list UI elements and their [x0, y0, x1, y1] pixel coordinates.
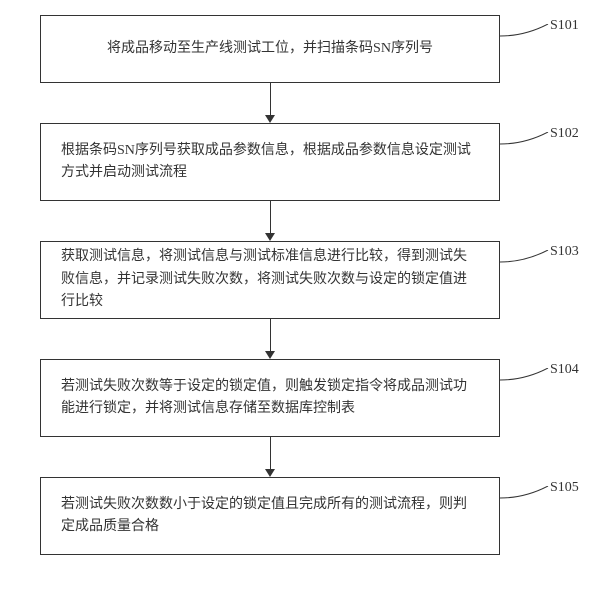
flow-node-s104: 若测试失败次数等于设定的锁定值，则触发锁定指令将成品测试功能进行锁定，并将测试信…: [40, 359, 500, 437]
label-connector: [500, 486, 550, 506]
node-text: 若测试失败次数数小于设定的锁定值且完成所有的测试流程，则判定成品质量合格: [61, 494, 479, 539]
connector-line: [270, 201, 271, 233]
step-label-s103: S103: [550, 244, 579, 260]
connector-line: [270, 437, 271, 469]
flow-node-s105: 若测试失败次数数小于设定的锁定值且完成所有的测试流程，则判定成品质量合格: [40, 477, 500, 555]
flow-node-s102: 根据条码SN序列号获取成品参数信息，根据成品参数信息设定测试方式并启动测试流程: [40, 123, 500, 201]
node-text: 将成品移动至生产线测试工位，并扫描条码SN序列号: [107, 38, 433, 60]
label-connector: [500, 24, 550, 44]
node-text: 若测试失败次数等于设定的锁定值，则触发锁定指令将成品测试功能进行锁定，并将测试信…: [61, 376, 479, 421]
connector-line: [270, 83, 271, 115]
node-text: 获取测试信息，将测试信息与测试标准信息进行比较，得到测试失败信息，并记录测试失败…: [61, 246, 479, 313]
step-label-s101: S101: [550, 18, 579, 34]
node-text: 根据条码SN序列号获取成品参数信息，根据成品参数信息设定测试方式并启动测试流程: [61, 140, 479, 185]
arrow-head: [265, 233, 275, 241]
arrow-head: [265, 115, 275, 123]
step-label-s105: S105: [550, 480, 579, 496]
step-label-s104: S104: [550, 362, 579, 378]
connector-line: [270, 319, 271, 351]
flow-node-s101: 将成品移动至生产线测试工位，并扫描条码SN序列号: [40, 15, 500, 83]
flowchart-container: 将成品移动至生产线测试工位，并扫描条码SN序列号 S101 根据条码SN序列号获…: [0, 0, 593, 604]
flow-node-s103: 获取测试信息，将测试信息与测试标准信息进行比较，得到测试失败信息，并记录测试失败…: [40, 241, 500, 319]
label-connector: [500, 132, 550, 152]
step-label-s102: S102: [550, 126, 579, 142]
arrow-head: [265, 469, 275, 477]
label-connector: [500, 250, 550, 270]
label-connector: [500, 368, 550, 388]
arrow-head: [265, 351, 275, 359]
